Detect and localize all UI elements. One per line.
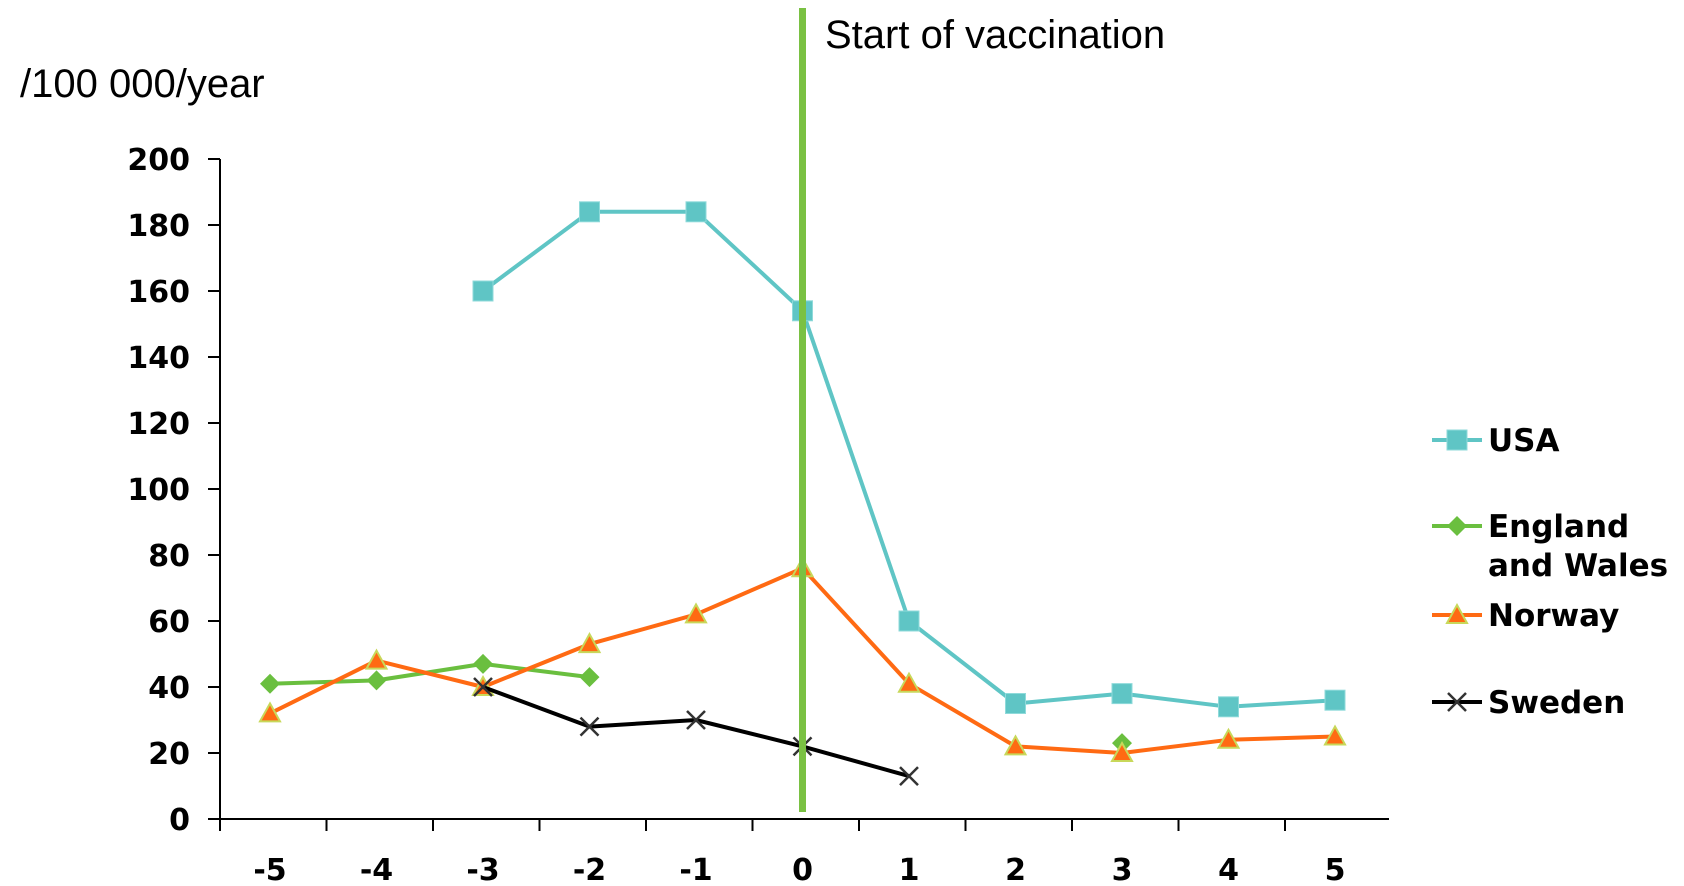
legend-label: and Wales [1488, 548, 1668, 584]
data-point-x [579, 716, 600, 737]
data-point-diamond [260, 673, 280, 694]
y-axis-label: /100 000/year [20, 62, 265, 106]
y-tick-label: 160 [127, 275, 190, 310]
legend-label: USA [1488, 423, 1560, 459]
legend-label: Sweden [1488, 685, 1625, 721]
y-tick-label: 60 [148, 605, 190, 640]
y-tick-label: 120 [127, 407, 190, 442]
data-point-triangle [1216, 727, 1241, 749]
data-point-diamond [579, 667, 600, 688]
x-tick-label: 5 [1325, 853, 1346, 886]
series-line [482, 685, 910, 779]
legend-label: Norway [1488, 598, 1619, 634]
axes: 0 20 40 60 80 100 120 140 160 180 200 -5 -4 -3 -2 -1 0 1 2… [127, 143, 1389, 886]
x-tick-label: 1 [899, 853, 920, 886]
data-point-square [1446, 429, 1468, 451]
data-point-x [899, 766, 919, 786]
data-point-x [686, 710, 706, 730]
x-tick-label: 2 [1005, 853, 1026, 886]
data-point-square [898, 610, 920, 632]
x-tick-label: -2 [573, 853, 606, 886]
data-point-square [1111, 683, 1133, 705]
y-tick-label: 100 [127, 473, 190, 508]
legend-item: Norway [1432, 598, 1619, 634]
data-point-square [1218, 696, 1239, 718]
series-usa [472, 201, 1346, 718]
data-point-diamond [366, 670, 387, 691]
legend-item: Sweden [1432, 685, 1625, 721]
data-point-triangle [258, 701, 282, 723]
data-point-diamond [473, 653, 493, 674]
data-point-square [472, 280, 494, 302]
data-point-triangle [1003, 734, 1028, 756]
y-tick-label: 140 [127, 341, 190, 376]
data-point-triangle [897, 671, 921, 693]
y-tick-label: 80 [148, 539, 190, 574]
data-point-triangle [1110, 740, 1134, 762]
data-point-square [579, 201, 600, 223]
x-tick-label: 0 [792, 853, 813, 886]
x-tick-label: -5 [253, 853, 286, 886]
x-tick-label: 3 [1112, 853, 1133, 886]
data-point-diamond [1447, 516, 1467, 536]
y-tick-label: 0 [169, 803, 190, 838]
data-point-triangle [1445, 602, 1469, 624]
x-tick-label: -1 [679, 853, 712, 886]
series-sweden [473, 677, 919, 786]
y-tick-label: 40 [148, 671, 190, 706]
data-point-triangle [684, 602, 708, 624]
data-point-triangle [1323, 724, 1347, 746]
vaccination-annotation: Start of vaccination [825, 13, 1165, 57]
x-tick-label: -3 [466, 853, 499, 886]
data-point-square [685, 201, 707, 223]
x-tick-label: 4 [1218, 853, 1239, 886]
data-point-square [1324, 689, 1346, 711]
data-point-x [1447, 692, 1467, 712]
legend-label: England [1488, 509, 1629, 545]
y-tick-label: 180 [127, 209, 190, 244]
y-tick-label: 200 [127, 143, 190, 178]
data-point-x [473, 677, 493, 697]
y-tick-label: 20 [148, 737, 190, 772]
data-point-triangle [577, 632, 602, 654]
legend-item: USA [1432, 423, 1560, 459]
x-tick-label: -4 [360, 853, 393, 886]
series-line [481, 209, 1336, 709]
data-point-triangle [364, 648, 389, 670]
data-point-square [1005, 693, 1026, 714]
